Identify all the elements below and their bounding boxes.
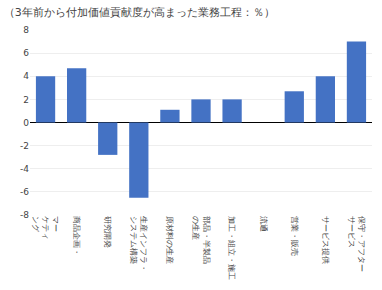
svg-text:流通: 流通 [259,216,268,232]
svg-text:-2: -2 [20,141,29,151]
svg-text:-8: -8 [20,210,29,220]
svg-text:-4: -4 [20,164,29,174]
svg-text:生産インフラ・システム構築: 生産インフラ・システム構築 [129,216,148,272]
svg-text:商品企画・: 商品企画・ [72,216,81,256]
svg-text:2: 2 [23,95,29,105]
svg-text:研究開発: 研究開発 [103,216,112,248]
svg-text:加工・組立・施工: 加工・組立・施工 [227,216,236,280]
svg-text:（3年前から付加価値貢献度が高まった業務工程：％）: （3年前から付加価値貢献度が高まった業務工程：％） [4,6,275,19]
svg-text:-6: -6 [20,187,29,197]
svg-text:保守・アフターサービス: 保守・アフターサービス [347,216,366,272]
svg-text:営業・販売: 営業・販売 [290,216,299,256]
svg-text:原材料の生産: 原材料の生産 [165,216,174,264]
svg-text:6: 6 [23,48,29,58]
svg-text:部品・半製品の生産: 部品・半製品の生産 [191,216,210,264]
svg-text:8: 8 [23,25,29,35]
svg-text:マーケティング: マーケティング [31,216,61,240]
svg-text:サービス提供: サービス提供 [321,216,330,264]
svg-text:0: 0 [23,118,29,128]
svg-text:4: 4 [23,71,29,81]
